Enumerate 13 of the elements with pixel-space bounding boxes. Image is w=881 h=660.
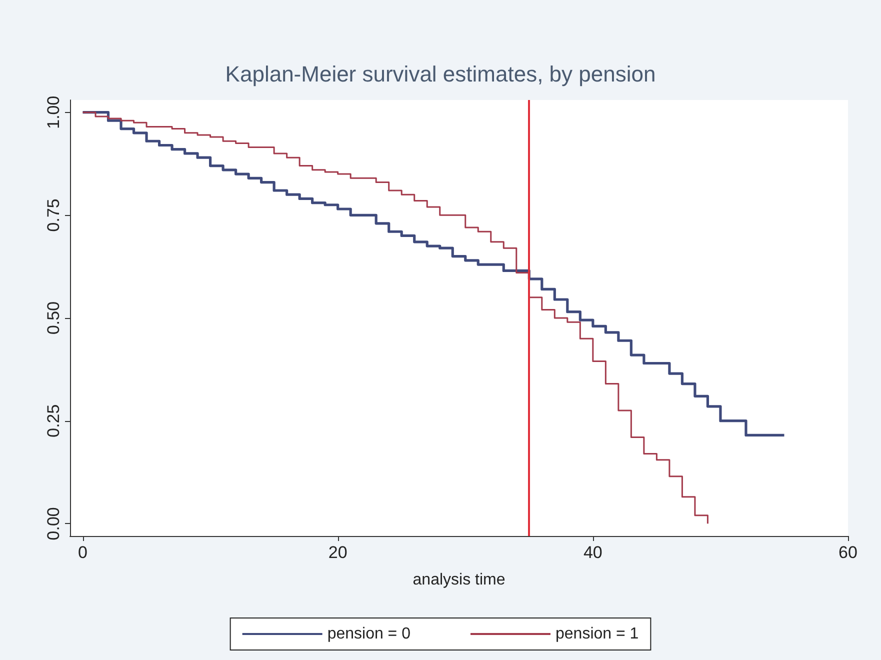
y-tick-label: 0.75 (44, 198, 63, 232)
x-tick-label: 20 (328, 543, 348, 562)
legend-label: pension = 0 (327, 626, 411, 642)
y-tick-label: 0.00 (44, 507, 63, 540)
y-tick-label: 1.00 (44, 96, 63, 129)
x-tick-label: 0 (78, 543, 88, 562)
x-axis-title: analysis time (412, 572, 506, 588)
y-tick-label: 0.25 (44, 404, 63, 438)
x-tick-label: 60 (838, 543, 858, 562)
y-tick-label: 0.50 (44, 301, 63, 335)
legend-label: pension = 1 (556, 626, 639, 642)
x-tick-label: 40 (583, 543, 602, 562)
chart-title: Kaplan-Meier survival estimates, by pension (225, 62, 656, 86)
